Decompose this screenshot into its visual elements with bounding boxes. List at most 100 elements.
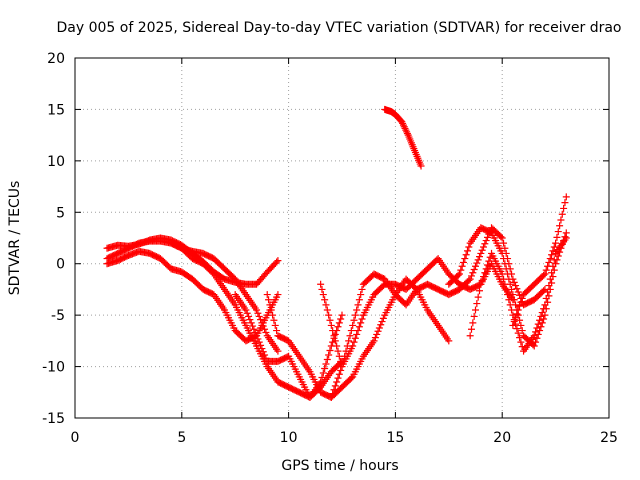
data-point-plus [508, 306, 516, 314]
data-point-plus [545, 258, 553, 266]
data-point-plus [482, 265, 490, 273]
data-point-plus [398, 118, 406, 126]
data-point-plus [254, 309, 262, 317]
data-point-plus [469, 319, 477, 327]
data-point-plus [351, 334, 359, 342]
data-point-plus [350, 338, 358, 346]
data-point-plus [355, 296, 363, 304]
data-point-plus [335, 370, 343, 378]
data-point-plus [400, 123, 408, 131]
data-point-plus [517, 338, 525, 346]
data-point-plus [542, 266, 550, 274]
data-point-plus [318, 285, 326, 293]
data-point-plus [322, 301, 330, 309]
data-point-plus [542, 294, 550, 302]
data-point-plus [548, 269, 556, 277]
data-point-plus [354, 301, 362, 309]
data-point-plus [498, 249, 506, 257]
data-point-plus [257, 341, 265, 349]
data-point-plus [467, 272, 475, 280]
data-point-plus [347, 327, 355, 335]
data-point-plus [371, 334, 379, 342]
data-point-plus [541, 270, 549, 278]
x-tick-label: 15 [386, 430, 404, 446]
data-point-plus [540, 271, 548, 279]
x-axis-label: GPS time / hours [281, 458, 398, 474]
data-point-plus [402, 126, 410, 134]
data-point-plus [247, 319, 255, 327]
data-point-plus [403, 129, 411, 137]
data-point-plus [561, 199, 569, 207]
data-point-plus [513, 310, 521, 318]
data-point-plus [331, 330, 339, 338]
data-point-plus [554, 228, 562, 236]
data-point-plus [319, 369, 327, 377]
data-point-plus [462, 251, 470, 259]
y-tick-label: -5 [51, 308, 65, 324]
data-point-plus [321, 296, 329, 304]
data-point-plus [470, 312, 478, 320]
data-point-plus [532, 328, 540, 336]
y-tick-label: 0 [56, 257, 65, 273]
data-point-plus [544, 262, 552, 270]
data-point-plus [465, 276, 473, 284]
data-point-plus [465, 243, 473, 251]
data-point-plus [358, 315, 366, 323]
y-tick-label: 10 [47, 154, 65, 170]
data-point-plus [477, 280, 485, 288]
data-point-plus [510, 278, 518, 286]
data-point-plus [254, 335, 262, 343]
data-point-plus [274, 291, 282, 299]
data-point-plus [331, 382, 339, 390]
data-point-plus [504, 291, 512, 299]
series-arc3 [103, 247, 282, 345]
data-point-plus [325, 351, 333, 359]
x-tick-label: 20 [493, 430, 511, 446]
series-arc10 [466, 234, 570, 355]
data-point-plus [540, 287, 548, 295]
data-point-plus [378, 318, 386, 326]
data-point-plus [470, 266, 478, 273]
data-point-plus [269, 311, 277, 319]
series-arc5 [231, 291, 346, 401]
data-point-plus [246, 316, 254, 324]
data-point-plus [505, 296, 513, 304]
data-point-plus [258, 345, 266, 353]
data-point-plus [357, 291, 365, 299]
y-tick-label: 15 [47, 102, 65, 118]
y-tick-label: -10 [42, 360, 65, 376]
data-point-plus [318, 374, 326, 381]
data-point-plus [484, 261, 492, 269]
data-point-plus [469, 269, 477, 277]
data-point-plus [481, 269, 489, 277]
data-point-plus [500, 239, 508, 247]
y-tick-label: -15 [42, 411, 65, 427]
data-point-plus [552, 239, 560, 247]
data-point-plus [548, 251, 556, 259]
data-point-plus [350, 316, 358, 324]
data-point-plus [454, 271, 462, 279]
data-point-plus [339, 357, 347, 365]
data-point-plus [478, 276, 486, 284]
data-point-plus [417, 162, 425, 170]
data-point-plus [481, 240, 489, 248]
data-point-plus [502, 285, 510, 293]
data-point-plus [349, 321, 357, 329]
data-point-plus [513, 325, 521, 333]
data-point-plus [249, 322, 257, 330]
data-point-plus [267, 306, 275, 314]
data-point-plus [467, 325, 475, 333]
data-point-plus [501, 280, 509, 288]
data-point-plus [541, 301, 549, 309]
data-point-plus [261, 351, 269, 359]
data-point-plus [245, 312, 253, 320]
data-point-plus [326, 347, 334, 354]
data-point-plus [517, 298, 525, 306]
data-point-plus [379, 314, 387, 322]
data-point-plus [509, 321, 517, 329]
data-point-plus [530, 332, 538, 340]
data-point-plus [500, 255, 508, 263]
data-point-plus [550, 256, 558, 264]
data-point-plus [459, 258, 467, 266]
